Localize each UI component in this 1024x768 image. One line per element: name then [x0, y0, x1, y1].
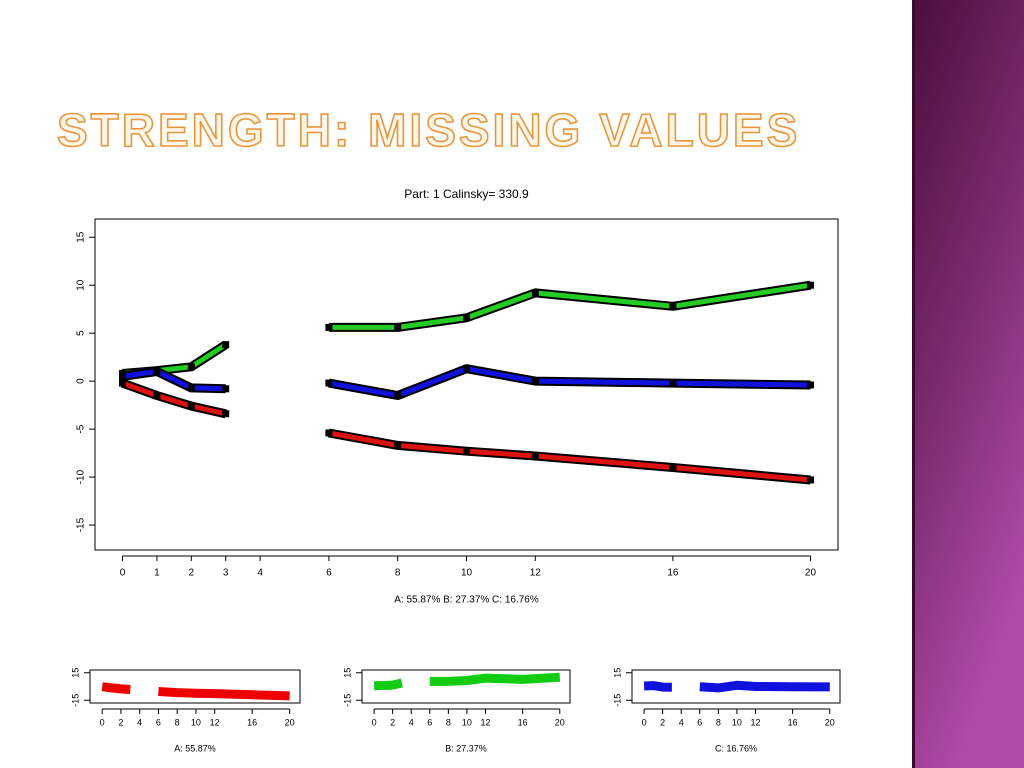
- x-tick-label: 10: [462, 717, 472, 727]
- point-marker: [187, 402, 195, 410]
- plot-frame: [89, 669, 301, 704]
- series-line: [121, 380, 811, 483]
- point-marker: [806, 381, 814, 389]
- x-tick-label: 6: [156, 717, 161, 727]
- slide-title: STRENGTH: MISSING VALUES: [57, 104, 800, 156]
- y-tick-label: 0: [76, 378, 87, 384]
- y-tick-label: -15: [612, 694, 622, 707]
- series-line: [122, 366, 811, 398]
- x-tick-label: 2: [660, 717, 665, 727]
- line-outline: [120, 378, 811, 485]
- x-tick-label: 2: [390, 717, 395, 727]
- point-marker: [531, 377, 539, 385]
- point-marker: [806, 476, 814, 484]
- x-tick-label: 8: [395, 568, 401, 579]
- point-marker: [222, 410, 230, 418]
- point-marker: [187, 363, 195, 371]
- x-axis-label: A: 55.87%: [174, 743, 216, 753]
- x-tick-label: 12: [530, 568, 542, 579]
- x-tick-label: 4: [137, 717, 142, 727]
- y-tick-label: -5: [76, 424, 87, 433]
- x-tick-label: 10: [732, 717, 742, 727]
- point-marker: [806, 281, 814, 289]
- y-tick-label: -15: [342, 694, 352, 707]
- point-marker: [119, 379, 127, 387]
- x-tick-label: 6: [326, 568, 332, 579]
- x-tick-label: 0: [642, 717, 647, 727]
- x-tick-label: 4: [679, 717, 684, 727]
- x-tick-label: 16: [247, 717, 257, 727]
- x-tick-label: 4: [409, 717, 414, 727]
- x-tick-label: 8: [716, 717, 721, 727]
- x-tick-label: 0: [100, 717, 105, 727]
- x-tick-label: 20: [285, 717, 295, 727]
- y-tick-label: 15: [76, 231, 87, 243]
- point-marker: [222, 385, 230, 393]
- plot-frame: [631, 669, 841, 704]
- point-marker: [222, 341, 230, 349]
- x-tick-label: 12: [210, 717, 220, 727]
- y-tick-label: 5: [76, 330, 87, 336]
- x-tick-label: 8: [446, 717, 451, 727]
- point-marker: [187, 384, 195, 392]
- x-tick-label: 4: [257, 568, 263, 579]
- point-marker: [325, 429, 333, 437]
- y-tick-label: 15: [342, 668, 352, 678]
- x-axis-label: C: 16.76%: [715, 743, 757, 753]
- series-line: [373, 672, 561, 691]
- point-marker: [119, 372, 127, 380]
- chart-title: Part: 1 Calinsky= 330.9: [404, 187, 529, 201]
- x-tick-label: 20: [805, 568, 817, 579]
- y-tick-label: 10: [76, 279, 87, 291]
- point-marker: [153, 368, 161, 376]
- x-tick-label: 2: [118, 717, 123, 727]
- plot-frame: [361, 669, 571, 704]
- x-tick-label: 16: [788, 717, 798, 727]
- x-tick-label: 0: [120, 568, 126, 579]
- y-tick-label: 15: [70, 668, 80, 678]
- series-line: [101, 682, 290, 701]
- point-marker: [463, 447, 470, 455]
- point-marker: [669, 379, 677, 387]
- x-tick-label: 8: [175, 717, 180, 727]
- point-marker: [463, 314, 470, 322]
- y-tick-label: -15: [70, 694, 80, 707]
- x-tick-label: 3: [223, 568, 229, 579]
- point-marker: [153, 392, 161, 400]
- point-marker: [463, 365, 470, 373]
- point-marker: [669, 463, 677, 471]
- point-marker: [394, 441, 402, 449]
- point-marker: [531, 289, 539, 297]
- x-tick-label: 20: [825, 717, 835, 727]
- point-marker: [325, 379, 333, 387]
- sidebar-edge: [912, 0, 915, 768]
- x-tick-label: 0: [372, 717, 377, 727]
- y-tick-label: -10: [76, 469, 87, 484]
- x-tick-label: 16: [518, 717, 528, 727]
- x-tick-label: 16: [667, 568, 679, 579]
- x-tick-label: 20: [555, 717, 565, 727]
- point-marker: [531, 452, 539, 460]
- point-marker: [394, 323, 402, 331]
- x-tick-label: 6: [697, 717, 702, 727]
- x-tick-label: 10: [461, 568, 473, 579]
- x-tick-label: 2: [189, 568, 195, 579]
- point-marker: [325, 323, 333, 331]
- x-axis-label: B: 27.37%: [445, 743, 487, 753]
- x-tick-label: 10: [191, 717, 201, 727]
- plot-frame: [94, 218, 839, 551]
- x-tick-label: 12: [750, 717, 760, 727]
- line-outline: [122, 280, 812, 378]
- x-tick-label: 12: [480, 717, 490, 727]
- point-marker: [394, 392, 402, 400]
- x-tick-label: 1: [154, 568, 160, 579]
- y-tick-label: 15: [612, 668, 622, 678]
- series-line: [643, 680, 830, 693]
- y-tick-label: -15: [76, 517, 87, 532]
- sidebar: [912, 0, 1024, 768]
- x-axis-label: A: 55.87% B: 27.37% C: 16.76%: [394, 595, 539, 606]
- point-marker: [669, 302, 677, 310]
- x-tick-label: 6: [427, 717, 432, 727]
